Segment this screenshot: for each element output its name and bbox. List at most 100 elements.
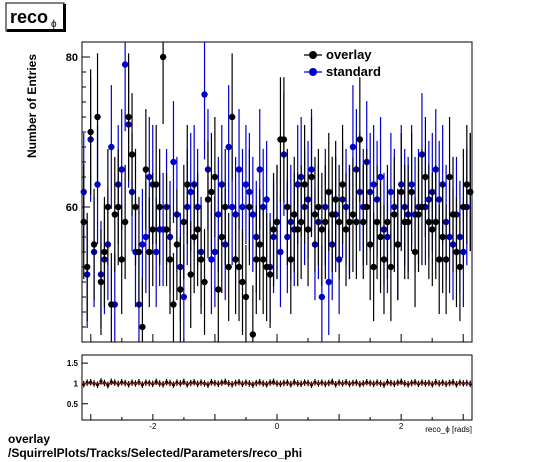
overlay-point [215, 286, 222, 293]
overlay-point [142, 166, 150, 173]
standard-point [249, 211, 257, 218]
overlay-point [384, 218, 391, 226]
standard-point [318, 293, 326, 301]
standard-point [349, 143, 357, 151]
overlay-point [97, 278, 105, 286]
legend-label-standard: standard [326, 64, 381, 79]
standard-point [225, 143, 232, 151]
overlay-point [301, 181, 308, 188]
overlay-point [149, 226, 156, 233]
overlay-point [370, 263, 377, 271]
standard-point [170, 158, 177, 166]
overlay-point [218, 233, 225, 241]
overlay-point [398, 188, 405, 196]
overlay-point [287, 256, 295, 263]
y-tick-label: 80 [66, 52, 78, 64]
overlay-point [201, 278, 208, 286]
overlay-point [415, 211, 422, 218]
overlay-point [204, 196, 212, 203]
title-main: reco [10, 7, 48, 27]
overlay-point [222, 203, 229, 211]
overlay-point [187, 271, 194, 278]
main-data-points [80, 42, 474, 342]
overlay-point [253, 256, 260, 263]
overlay-point [135, 248, 143, 256]
overlay-point [246, 203, 253, 211]
overlay-point [239, 278, 246, 286]
overlay-point [411, 248, 419, 256]
overlay-point [111, 211, 118, 218]
overlay-point [177, 286, 184, 293]
legend-marker-overlay [309, 51, 317, 59]
standard-point [215, 211, 222, 218]
overlay-point [259, 256, 267, 263]
overlay-point [232, 256, 239, 263]
overlay-point [273, 218, 281, 226]
ratio-point [109, 380, 113, 384]
overlay-point [366, 241, 374, 248]
standard-point [139, 241, 146, 248]
overlay-point [353, 218, 360, 226]
overlay-point [332, 196, 339, 203]
standard-point [263, 196, 270, 203]
overlay-point [349, 211, 357, 218]
overlay-point [363, 203, 370, 211]
overlay-point [266, 271, 274, 278]
overlay-point [436, 256, 443, 263]
standard-point [377, 173, 384, 181]
overlay-point [335, 218, 343, 226]
overlay-point [280, 136, 288, 143]
overlay-point [87, 128, 94, 136]
overlay-point [190, 233, 198, 241]
overlay-point [439, 233, 446, 241]
overlay-point [377, 233, 384, 241]
overlay-point [121, 218, 129, 226]
y-tick-label: 60 [66, 202, 78, 214]
overlay-point [242, 293, 250, 301]
overlay-point [156, 203, 163, 211]
standard-point [121, 61, 129, 68]
standard-point [187, 188, 194, 196]
overlay-point [318, 226, 326, 233]
standard-point [208, 256, 215, 263]
standard-point [118, 166, 125, 173]
standard-point [239, 203, 246, 211]
footer-line-1: overlay [8, 432, 51, 446]
overlay-point [173, 241, 181, 248]
overlay-point [308, 173, 315, 181]
overlay-point [249, 331, 257, 338]
legend: overlay standard [304, 47, 381, 79]
overlay-point [322, 218, 329, 226]
overlay-point [270, 226, 277, 233]
overlay-point [94, 113, 101, 121]
ratio-y-tick-label: 1.5 [67, 359, 79, 368]
footer-line-2: /SquirrelPlots/Tracks/Selected/Parameter… [8, 446, 303, 460]
overlay-point [449, 211, 457, 218]
overlay-point [391, 211, 398, 218]
overlay-point [180, 218, 188, 226]
standard-point [277, 248, 284, 256]
overlay-point [225, 263, 232, 271]
standard-point [153, 248, 160, 256]
legend-label-overlay: overlay [326, 47, 372, 62]
ratio-x-axis-label: reco_ϕ [rads] [425, 425, 472, 434]
overlay-point [139, 323, 146, 331]
ratio-point [399, 380, 403, 384]
ratio-point [154, 380, 158, 384]
standard-point [228, 203, 236, 211]
overlay-point [425, 218, 433, 226]
overlay-point [284, 203, 291, 211]
overlay-point [194, 226, 201, 233]
overlay-point [115, 203, 122, 211]
overlay-point [325, 188, 332, 196]
overlay-point [211, 173, 219, 181]
overlay-point [146, 248, 153, 256]
ratio-point [223, 380, 227, 384]
overlay-point [418, 203, 426, 211]
standard-point [180, 293, 188, 301]
overlay-point [453, 248, 460, 256]
overlay-point [101, 248, 108, 256]
overlay-point [380, 256, 388, 263]
overlay-point [315, 203, 322, 211]
